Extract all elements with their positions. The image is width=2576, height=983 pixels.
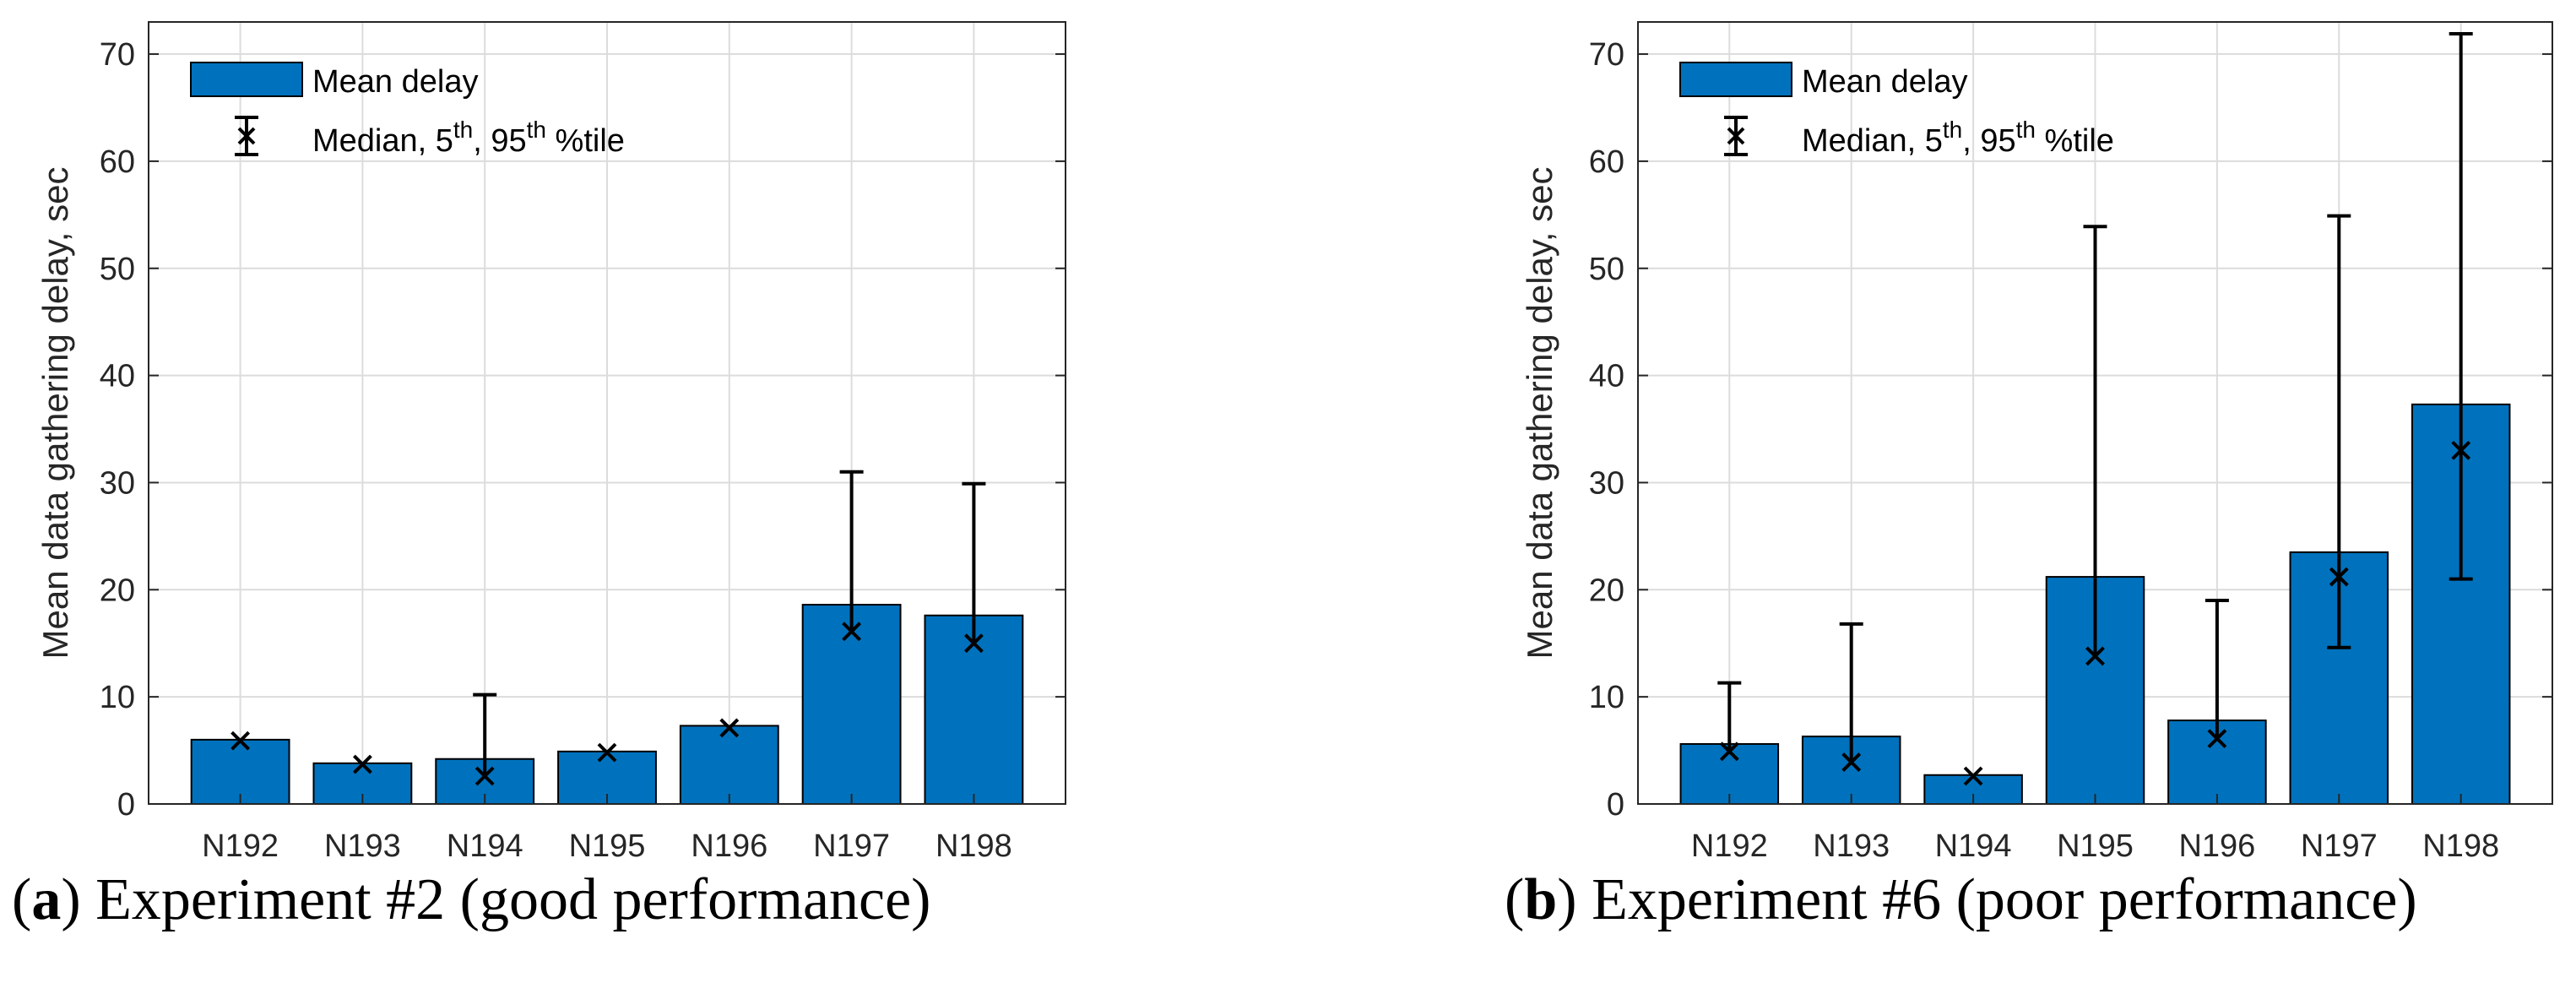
caption-a-text: Experiment #2 (good performance) [95,867,931,932]
median-marker-N192 [230,730,251,751]
median-marker-N194 [475,766,495,786]
median-marker-N195 [2085,646,2105,666]
median-marker-N194 [1963,766,1983,786]
chart-panel-a: 0 10 20 30 40 50 60 70 N192 N193 N194 N195 N196 N197 N… [12,21,1066,932]
y-tick-label: 70 [1589,37,1624,73]
legend-bar-label: Mean delay [1802,64,1967,100]
legend: Mean delay Median, 5th, 95th %tile [190,62,625,159]
caption-b-letter: b [1524,867,1558,932]
median-marker-N193 [352,754,372,774]
x-tick-label: N196 [691,828,767,864]
median-marker-N196 [719,718,740,738]
median-marker-N198 [963,633,984,654]
bar-N198 [924,614,1024,805]
y-tick-label: 0 [117,787,135,823]
median-marker-N196 [2207,729,2227,749]
legend: Mean delay Median, 5th, 95th %tile [1679,62,2114,159]
x-tick-label: N193 [324,828,401,864]
caption-b-text: Experiment #6 (poor performance) [1592,867,2417,932]
caption-a: (a) Experiment #2 (good performance) [12,867,931,932]
legend-bar-swatch [1679,62,1792,97]
chart-panel-b: 0 10 20 30 40 50 60 70 N192 N193 N194 N195 N196 N197 N… [1288,0,2576,983]
y-axis-label: Mean data gathering delay, sec [1520,167,1559,660]
legend-bar-swatch [190,62,303,97]
y-tick-label: 10 [100,680,135,715]
y-ticks: 0 10 20 30 40 50 60 70 [1589,37,2552,823]
x-ticks: N192 N193 N194 N195 N196 N197 N198 [1691,794,2499,864]
median-marker-N198 [2451,440,2471,460]
error-bars [230,470,986,786]
median-marker-N195 [597,742,617,763]
median-marker-N192 [1719,741,1739,762]
error-bars [1717,31,2473,786]
median-marker-N193 [1841,752,1862,772]
x-tick-label: N193 [1813,828,1890,864]
y-tick-label: 10 [1589,680,1624,715]
x-tick-label: N198 [2422,828,2499,864]
x-tick-label: N194 [447,828,523,864]
legend-median-marker [1727,127,1745,145]
bars [190,604,1024,806]
caption-b: (b) Experiment #6 (poor performance) [1505,867,2417,932]
x-ticks: N192 N193 N194 N195 N196 N197 N198 [202,794,1012,864]
legend-median-marker [237,127,256,145]
y-tick-label: 0 [1607,787,1624,823]
x-tick-label: N194 [1935,828,2012,864]
y-tick-label: 50 [1589,252,1624,287]
y-tick-label: 60 [100,144,135,180]
y-ticks: 0 10 20 30 40 50 60 70 [100,37,1066,823]
legend-marker-label: Median, 5th, 95th %tile [1802,117,2114,159]
bar-N197 [801,604,902,806]
y-tick-label: 50 [100,252,135,287]
median-marker-N197 [842,622,862,642]
x-tick-label: N195 [569,828,646,864]
median-marker-N197 [2329,567,2349,587]
x-tick-label: N198 [935,828,1012,864]
x-tick-label: N192 [1691,828,1768,864]
y-tick-label: 40 [100,359,135,394]
x-tick-label: N195 [2057,828,2134,864]
x-tick-label: N196 [2178,828,2255,864]
y-tick-label: 30 [1589,465,1624,501]
legend-marker-label: Median, 5th, 95th %tile [312,117,625,159]
legend-bar-label: Mean delay [312,64,478,100]
caption-a-letter: a [31,867,62,932]
y-tick-label: 20 [1589,573,1624,608]
y-axis-label: Mean data gathering delay, sec [35,167,75,660]
y-tick-label: 70 [100,37,135,73]
y-tick-label: 20 [100,573,135,608]
grid [149,22,1066,805]
y-tick-label: 60 [1589,144,1624,180]
bar-N196 [679,725,779,806]
x-tick-label: N197 [2301,828,2378,864]
x-tick-label: N197 [813,828,890,864]
y-tick-label: 30 [100,465,135,501]
y-tick-label: 40 [1589,359,1624,394]
x-tick-label: N192 [202,828,279,864]
